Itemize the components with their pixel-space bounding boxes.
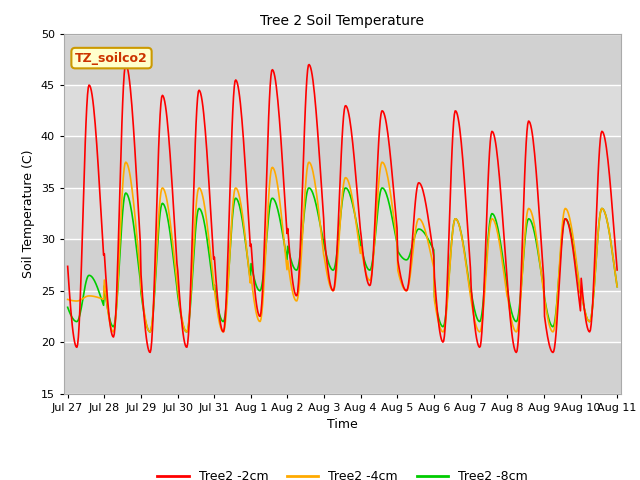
Title: Tree 2 Soil Temperature: Tree 2 Soil Temperature bbox=[260, 14, 424, 28]
Bar bbox=[64, 342, 621, 394]
Y-axis label: Soil Temperature (C): Soil Temperature (C) bbox=[22, 149, 35, 278]
Bar bbox=[64, 240, 621, 291]
Bar bbox=[64, 136, 621, 188]
Bar bbox=[64, 188, 621, 240]
Bar bbox=[64, 85, 621, 136]
Bar bbox=[64, 34, 621, 85]
Text: TZ_soilco2: TZ_soilco2 bbox=[75, 51, 148, 65]
Bar bbox=[64, 291, 621, 342]
Legend: Tree2 -2cm, Tree2 -4cm, Tree2 -8cm: Tree2 -2cm, Tree2 -4cm, Tree2 -8cm bbox=[152, 465, 532, 480]
X-axis label: Time: Time bbox=[327, 418, 358, 431]
